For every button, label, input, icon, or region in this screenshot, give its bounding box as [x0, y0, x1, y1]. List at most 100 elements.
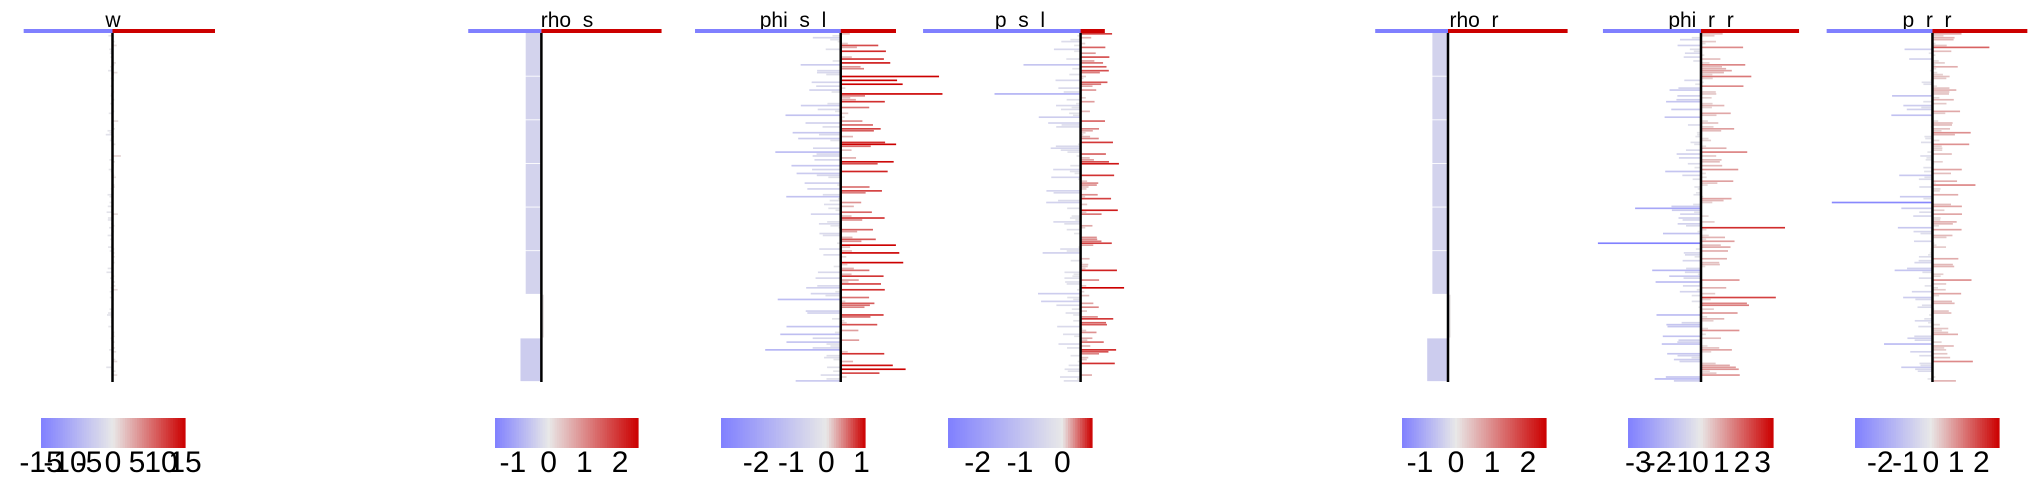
bar — [832, 60, 841, 62]
bar — [1682, 285, 1701, 287]
bar — [106, 366, 113, 369]
bar — [809, 89, 841, 91]
legend-p-r-r: -2-1 0 1 2 — [1855, 418, 2000, 479]
legend-swatch — [1722, 418, 1726, 448]
legend-swatch — [1416, 418, 1420, 448]
bar — [1932, 292, 1962, 295]
bar — [1696, 131, 1701, 134]
legend-rho-r: -1 0 1 2 — [1402, 418, 1547, 479]
legend-swatch — [117, 418, 121, 448]
legend-swatch — [1707, 418, 1711, 448]
bar — [1080, 186, 1089, 188]
bar — [1924, 285, 1933, 287]
bar — [1050, 147, 1081, 150]
legend-swatch — [986, 418, 990, 448]
legend-swatch — [1450, 418, 1453, 448]
legend-swatch — [773, 418, 777, 448]
bar — [1701, 250, 1728, 252]
bar — [1919, 186, 1933, 188]
legend-swatch — [793, 418, 796, 448]
legend-swatch — [1763, 418, 1767, 448]
bar — [1918, 259, 1933, 262]
bar — [1682, 259, 1701, 262]
legend-tick-label: 3 — [1754, 446, 1771, 479]
bar — [804, 182, 841, 184]
legend-swatch — [626, 418, 630, 448]
bar — [1928, 321, 1933, 324]
legend-swatch — [552, 418, 556, 448]
legend-swatch — [730, 418, 734, 448]
bar — [1080, 137, 1099, 140]
legend-swatch — [1089, 418, 1093, 448]
bar — [1932, 302, 1955, 305]
legend-swatch — [127, 418, 131, 448]
bar — [108, 226, 113, 229]
legend-swatch — [728, 418, 732, 448]
legend-swatch — [1741, 418, 1745, 448]
legend-swatch — [950, 418, 954, 448]
legend-swatch — [537, 418, 541, 448]
bar — [1891, 114, 1933, 117]
legend-swatch — [528, 418, 532, 448]
bar — [1667, 352, 1701, 355]
bar — [1923, 83, 1933, 86]
header-bar-positive — [1932, 29, 2028, 33]
bar — [817, 271, 841, 274]
bar — [1927, 151, 1933, 153]
bar — [1903, 296, 1933, 299]
bar — [1080, 269, 1117, 272]
legend-swatch — [1717, 418, 1721, 448]
legend-swatch — [108, 418, 112, 448]
bar — [1053, 221, 1081, 223]
bar — [1932, 60, 1939, 62]
bar — [1928, 52, 1933, 55]
bar — [1932, 112, 1946, 115]
legend-swatch — [556, 418, 560, 448]
bar — [1932, 273, 1944, 276]
bar — [1080, 358, 1087, 361]
bar — [812, 337, 841, 340]
bar — [840, 79, 898, 82]
bar — [1701, 168, 1739, 171]
legend-swatch — [1984, 418, 1988, 448]
bar — [1918, 325, 1933, 328]
bar — [1701, 172, 1706, 175]
bar — [840, 273, 852, 276]
bar — [108, 168, 113, 171]
panel-bars-phi-r-r — [1597, 29, 1800, 382]
bar — [541, 294, 544, 338]
legend-swatch — [180, 418, 184, 448]
bar — [1697, 273, 1701, 276]
bar — [1690, 141, 1701, 144]
legend-swatch — [843, 418, 847, 448]
legend-swatch — [1669, 418, 1673, 448]
bar — [830, 345, 841, 347]
legend-swatch — [984, 418, 987, 448]
legend-swatch — [1080, 418, 1083, 448]
bar — [112, 176, 116, 179]
legend-swatch — [725, 418, 729, 448]
bar — [1074, 44, 1081, 47]
legend-tick-label: 0 — [818, 446, 835, 479]
bar — [107, 129, 113, 132]
bar — [832, 318, 841, 320]
bar — [1906, 108, 1933, 111]
bar — [1701, 372, 1717, 374]
bar — [1080, 129, 1093, 132]
bar — [1080, 83, 1102, 86]
bar — [807, 188, 841, 190]
bar — [840, 157, 857, 159]
bar — [840, 269, 870, 272]
bar — [840, 95, 865, 97]
legend-tick-label: 1 — [576, 446, 593, 479]
legend-tick-label: 0 — [105, 446, 122, 479]
bar — [817, 108, 841, 111]
bar — [1701, 366, 1736, 369]
bar — [840, 33, 850, 35]
bar — [1932, 244, 1937, 246]
legend-swatch — [1700, 418, 1704, 448]
bar — [1071, 106, 1081, 109]
legend-swatch — [747, 418, 751, 448]
bar — [840, 44, 879, 47]
bar — [1932, 102, 1947, 105]
